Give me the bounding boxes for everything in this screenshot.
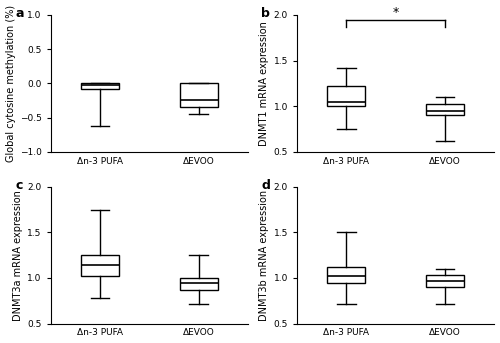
PathPatch shape xyxy=(81,83,119,89)
Y-axis label: DNMT1 mRNA expression: DNMT1 mRNA expression xyxy=(260,21,270,146)
PathPatch shape xyxy=(81,255,119,276)
PathPatch shape xyxy=(180,83,218,107)
PathPatch shape xyxy=(328,86,365,106)
Text: c: c xyxy=(15,179,22,191)
Y-axis label: Global cytosine methylation (%): Global cytosine methylation (%) xyxy=(6,5,16,162)
PathPatch shape xyxy=(328,267,365,283)
Text: d: d xyxy=(262,179,270,191)
Text: b: b xyxy=(262,7,270,20)
Y-axis label: DNMT3b mRNA expression: DNMT3b mRNA expression xyxy=(260,190,270,321)
PathPatch shape xyxy=(426,275,464,287)
Text: a: a xyxy=(15,7,24,20)
Y-axis label: DNMT3a mRNA expression: DNMT3a mRNA expression xyxy=(13,190,23,321)
PathPatch shape xyxy=(180,278,218,290)
PathPatch shape xyxy=(426,104,464,115)
Text: *: * xyxy=(392,6,399,19)
